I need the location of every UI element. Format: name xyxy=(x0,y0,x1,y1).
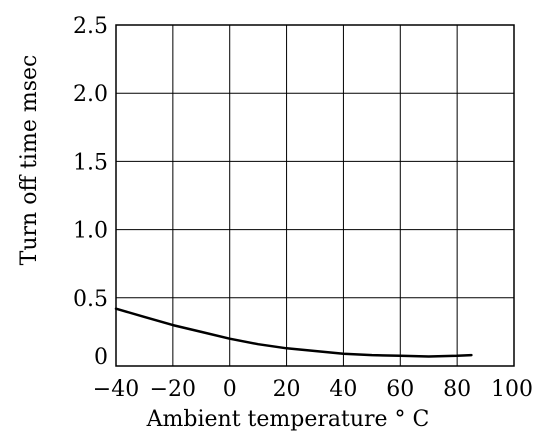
x-tick-label-2: 0 xyxy=(223,377,237,402)
y-axis-title: Turn off time msec xyxy=(17,55,42,266)
y-tick-label-5: 2.5 xyxy=(73,14,108,39)
x-tick-label-5: 60 xyxy=(386,377,414,402)
x-tick-label-0: −40 xyxy=(93,377,139,402)
x-tick-labels: −40 −20 0 20 40 60 80 100 xyxy=(93,377,533,402)
x-tick-label-6: 80 xyxy=(443,377,471,402)
plot-frame xyxy=(115,24,515,367)
x-tick-label-1: −20 xyxy=(150,377,196,402)
y-tick-labels: 0 0.5 1.0 1.5 2.0 2.5 xyxy=(73,14,108,370)
y-tick-label-1: 0.5 xyxy=(73,287,108,312)
y-tick-label-4: 2.0 xyxy=(73,82,108,107)
y-tick-label-2: 1.0 xyxy=(73,219,108,244)
series-layer xyxy=(114,307,473,358)
y-tick-label-0: 0 xyxy=(94,345,108,370)
x-tick-label-4: 40 xyxy=(329,377,357,402)
grid xyxy=(115,24,515,367)
x-tick-label-3: 20 xyxy=(273,377,301,402)
y-tick-label-3: 1.5 xyxy=(73,150,108,175)
x-tick-label-7: 100 xyxy=(491,377,533,402)
x-axis-title: Ambient temperature ° C xyxy=(146,407,430,432)
series-line-0 xyxy=(114,307,473,358)
